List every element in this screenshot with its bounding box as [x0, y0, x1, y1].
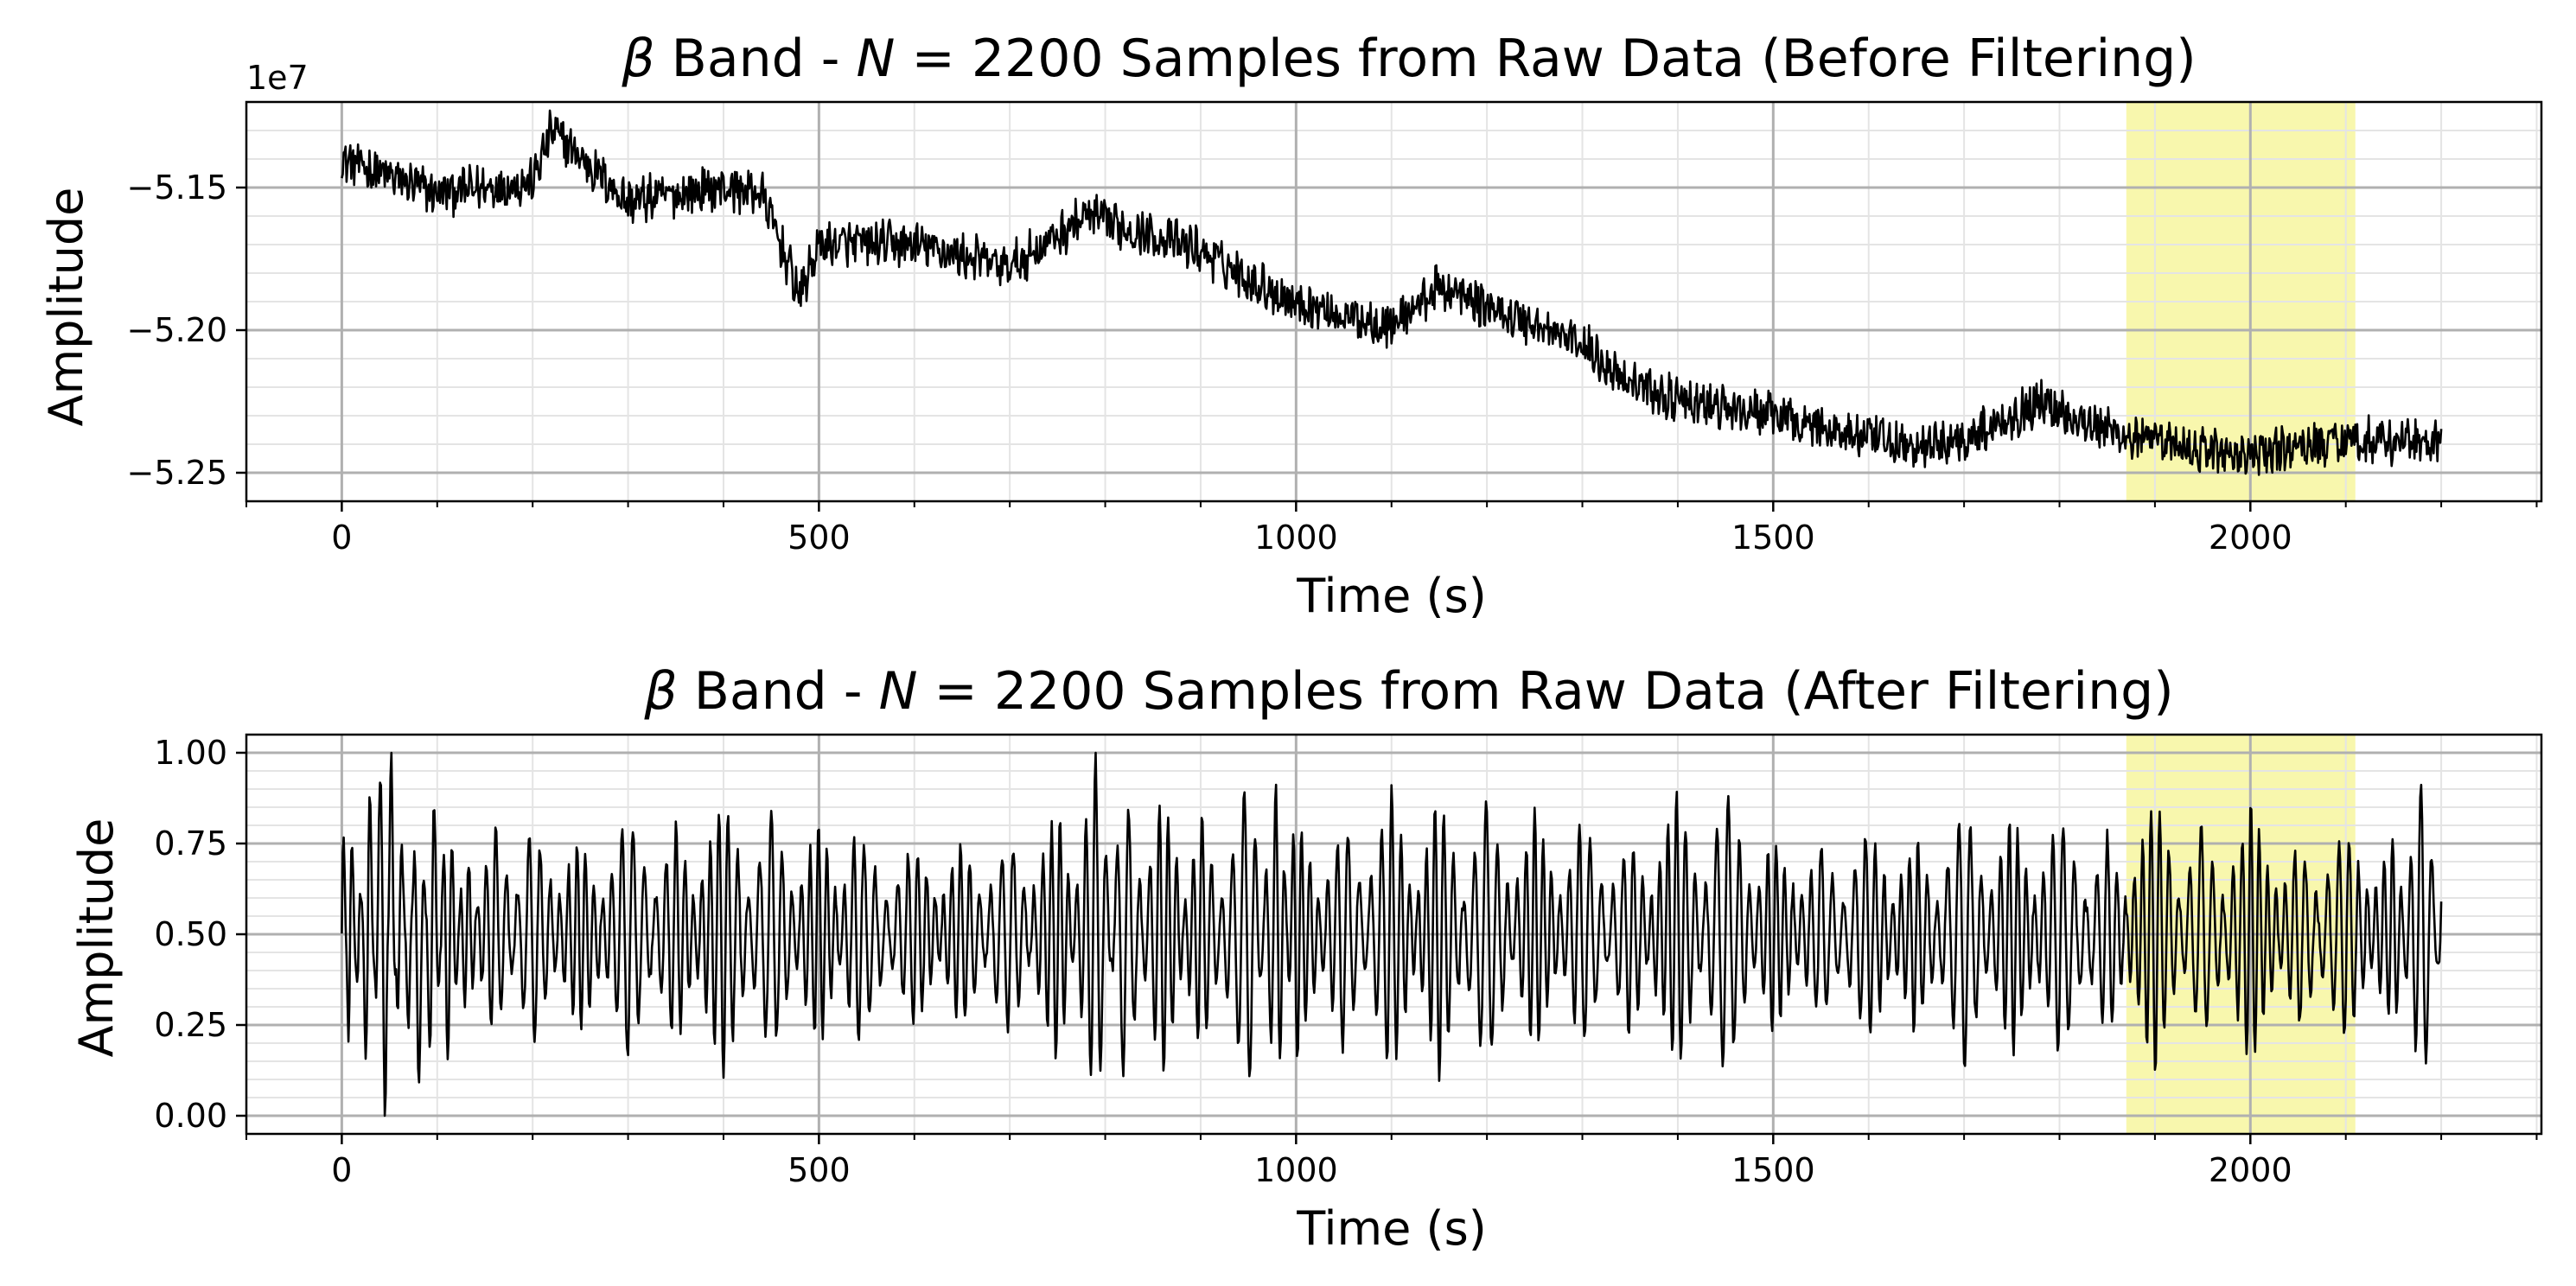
y-tick-label: 1.00: [154, 734, 227, 772]
x-axis-label: Time (s): [1296, 1201, 1487, 1256]
series-line-raw: [341, 109, 2443, 476]
y-tick-label: −5.15: [127, 169, 227, 207]
y-axis-label: Amplitude: [39, 188, 93, 427]
title-n: N: [879, 661, 918, 722]
chart-before-filtering: β Band - N = 2200 Samples from Raw Data …: [39, 29, 2543, 623]
x-tick-label: 1500: [1731, 1151, 1815, 1189]
x-tick-label: 500: [787, 1151, 851, 1189]
title-band: Band -: [678, 661, 879, 722]
x-axis-label: Time (s): [1296, 569, 1487, 623]
chart-title: β Band - N = 2200 Samples from Raw Data …: [621, 29, 2196, 89]
axes-frame: [245, 733, 2543, 1136]
x-tick-label: 1500: [1731, 519, 1815, 557]
title-n: N: [857, 29, 896, 89]
y-tick-label: 0.50: [154, 915, 227, 953]
y-tick-label: 0.75: [154, 824, 227, 863]
y-tick-label: −5.20: [127, 311, 227, 349]
title-beta: β: [621, 29, 654, 89]
x-tick-label: 0: [331, 1151, 352, 1189]
y-tick-label: 0.25: [154, 1006, 227, 1044]
y-tick-label: 0.00: [154, 1097, 227, 1135]
offset-label: 1e7: [246, 59, 309, 97]
series-line-filtered: [341, 751, 2443, 1117]
y-axis-label: Amplitude: [69, 818, 124, 1058]
x-tick-label: 500: [787, 519, 851, 557]
title-band: Band -: [655, 29, 857, 89]
x-tick-label: 0: [331, 519, 352, 557]
y-tick-label: −5.25: [127, 454, 227, 492]
x-tick-label: 1000: [1254, 519, 1338, 557]
title-rest: = 2200 Samples from Raw Data (Before Fil…: [895, 29, 2196, 89]
x-tick-label: 1000: [1254, 1151, 1338, 1189]
title-rest: = 2200 Samples from Raw Data (After Filt…: [917, 661, 2173, 722]
title-beta: β: [643, 661, 677, 722]
chart-after-filtering: β Band - N = 2200 Samples from Raw Data …: [69, 661, 2543, 1256]
plot-area: 0 500 1000 1500 2000 0.00 0.25 0.50 0.75 1.00: [154, 733, 2543, 1189]
axes-frame: [245, 100, 2543, 503]
x-tick-label: 2000: [2209, 519, 2292, 557]
chart-title: β Band - N = 2200 Samples from Raw Data …: [643, 661, 2173, 722]
plot-area: 0 500 1000 1500 2000 −5.15 −5.20 −5.25: [127, 100, 2543, 557]
x-tick-label: 2000: [2209, 1151, 2292, 1189]
